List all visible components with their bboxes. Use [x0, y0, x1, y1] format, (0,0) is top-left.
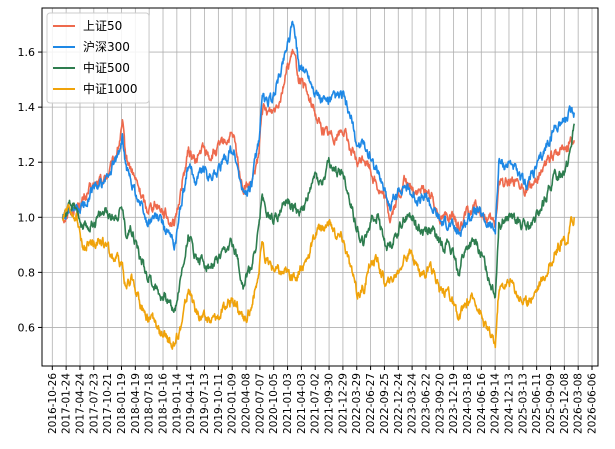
- x-tick-label: 2022-06-27: [365, 373, 377, 434]
- plot-frame: [41, 7, 599, 367]
- series-line: [61, 20, 575, 251]
- x-tick-label: 2024-06-16: [476, 373, 488, 434]
- x-tick-label: 2018-07-18: [144, 373, 156, 434]
- x-tick-label: 2021-09-30: [324, 373, 336, 434]
- x-tick-label: 2024-03-18: [462, 373, 474, 434]
- x-tick-label: 2023-12-19: [448, 373, 460, 434]
- legend-box: [46, 12, 150, 104]
- x-tick-label: 2025-06-11: [531, 373, 543, 434]
- x-tick-label: 2019-04-14: [185, 373, 197, 434]
- x-tick-label: 2025-12-08: [559, 373, 571, 434]
- x-tick-label: 2019-07-13: [199, 373, 211, 434]
- x-axis: 2016-10-26 2017-01-24 2017-04-24 2017-07-23…: [47, 366, 599, 434]
- x-tick-label: 2017-10-21: [102, 373, 114, 434]
- x-tick-label: 2024-12-13: [503, 373, 515, 434]
- y-tick-label: 1.0: [18, 211, 36, 224]
- x-tick-label: 2017-04-24: [74, 373, 86, 434]
- x-tick-label: 2025-09-09: [545, 373, 557, 434]
- x-tick-label: 2021-04-03: [296, 373, 308, 434]
- legend-label: 中证500: [83, 60, 130, 75]
- x-tick-label: 2020-10-05: [268, 373, 280, 434]
- x-tick-label: 2018-04-19: [130, 373, 142, 434]
- x-tick-label: 2023-06-22: [420, 373, 432, 434]
- x-tick-label: 2022-12-24: [393, 373, 405, 434]
- x-tick-label: 2019-01-14: [171, 373, 183, 434]
- x-tick-label: 2026-03-08: [573, 373, 585, 434]
- x-tick-label: 2026-06-06: [587, 373, 599, 434]
- y-tick-label: 1.2: [18, 156, 36, 169]
- x-tick-label: 2020-04-08: [241, 373, 253, 434]
- x-tick-label: 2017-07-23: [88, 373, 100, 434]
- x-tick-label: 2022-03-29: [351, 373, 363, 434]
- legend-label: 沪深300: [83, 40, 130, 54]
- x-tick-label: 2021-01-03: [282, 373, 294, 434]
- x-tick-label: 2016-10-26: [47, 373, 59, 434]
- y-tick-label: 1.4: [18, 101, 36, 114]
- legend: 上证50 沪深300 中证500 中证1000: [46, 12, 150, 104]
- x-tick-label: 2022-09-25: [379, 373, 391, 434]
- series-line: [61, 48, 575, 232]
- series-lines: [61, 20, 575, 350]
- x-tick-label: 2025-03-13: [517, 373, 529, 434]
- x-tick-label: 2023-03-24: [407, 373, 419, 434]
- y-tick-label: 0.6: [18, 321, 36, 334]
- x-tick-label: 2021-12-29: [337, 373, 349, 434]
- x-tick-label: 2018-01-19: [116, 373, 128, 434]
- series-line: [61, 123, 575, 313]
- x-tick-label: 2019-10-11: [213, 373, 225, 434]
- y-tick-label: 0.8: [18, 266, 36, 279]
- x-tick-label: 2017-01-24: [61, 373, 73, 434]
- x-tick-label: 2024-09-14: [490, 373, 502, 434]
- y-axis: 0.6 0.8 1.0 1.2 1.4 1.6: [18, 46, 42, 334]
- x-tick-label: 2020-01-09: [227, 373, 239, 434]
- legend-label: 中证1000: [83, 81, 138, 96]
- x-tick-label: 2018-10-16: [158, 373, 170, 434]
- x-tick-label: 2023-09-20: [434, 373, 446, 434]
- x-tick-label: 2021-07-02: [310, 373, 322, 434]
- x-tick-label: 2020-07-07: [254, 373, 266, 434]
- legend-label: 上证50: [83, 19, 122, 33]
- series-line: [61, 203, 575, 350]
- y-tick-label: 1.6: [18, 46, 36, 59]
